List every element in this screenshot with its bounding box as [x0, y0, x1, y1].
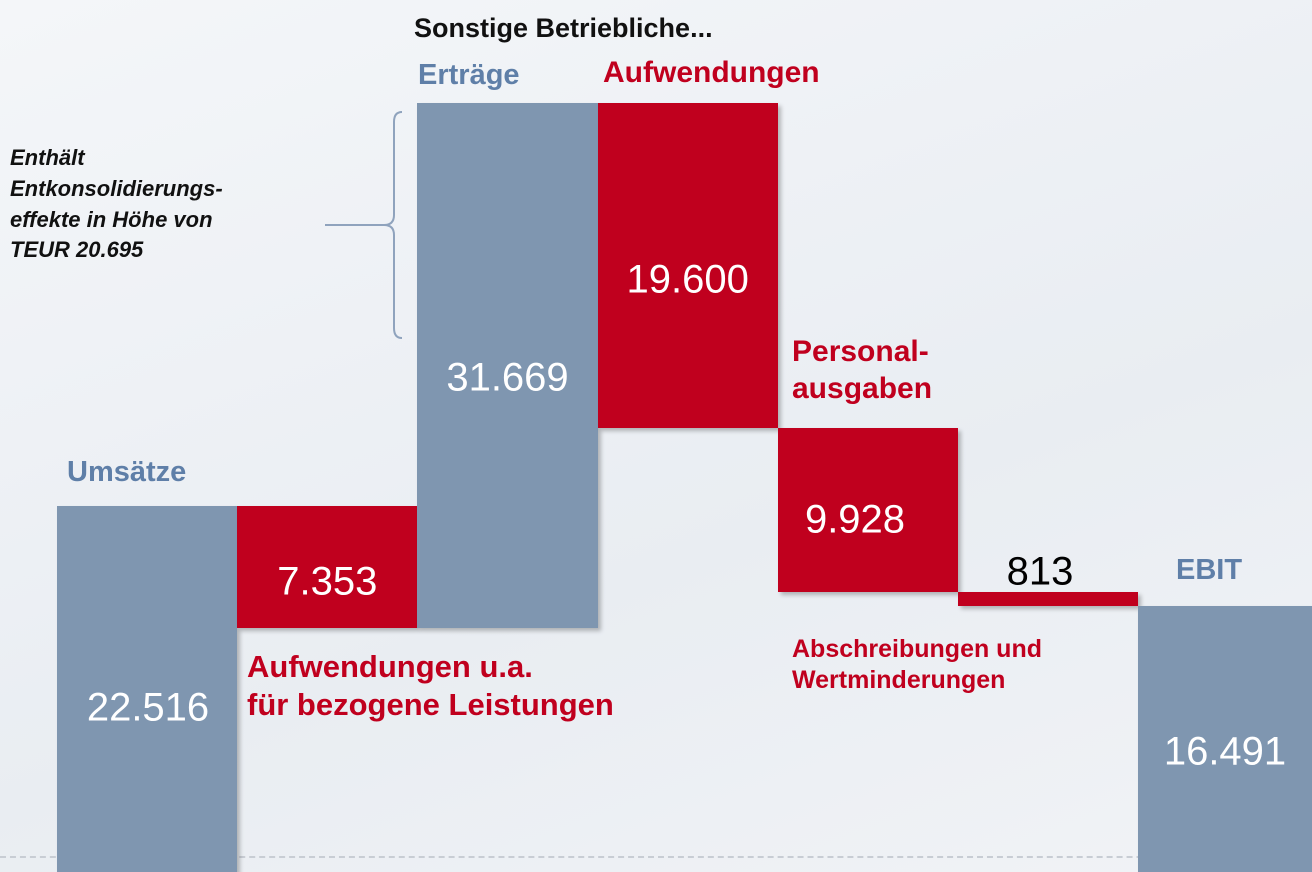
value-label: 16.491: [1163, 729, 1287, 774]
bar: [417, 103, 598, 628]
group-label: Sonstige Betriebliche...: [414, 13, 713, 43]
category-label: Abschreibungen und Wertminderungen: [792, 635, 1042, 694]
value-label: 7.353: [277, 559, 378, 604]
category-label: Umsätze: [67, 456, 187, 488]
category-label: Erträge: [418, 59, 520, 91]
baseline-dash: [0, 856, 1312, 858]
bar: [777, 427, 958, 593]
category-label: EBIT: [1176, 554, 1243, 586]
bar: [57, 505, 238, 872]
value-label: 19.600: [626, 257, 749, 302]
bar: [597, 103, 778, 428]
category-label: Personal- ausgaben: [792, 335, 933, 405]
category-label: Aufwendungen: [603, 56, 820, 89]
category-label: Aufwendungen u.a. für bezogene Leistunge…: [247, 649, 614, 722]
value-label: 22.516: [86, 685, 210, 730]
annotation: Enthält Entkonsolidierungs- effekte in H…: [10, 145, 223, 263]
value-label: 813: [1006, 549, 1074, 594]
bar: [958, 592, 1139, 606]
bar: [1138, 605, 1312, 872]
bar: [237, 505, 418, 628]
value-label: 31.669: [446, 355, 569, 400]
value-label: 9.928: [804, 497, 906, 542]
